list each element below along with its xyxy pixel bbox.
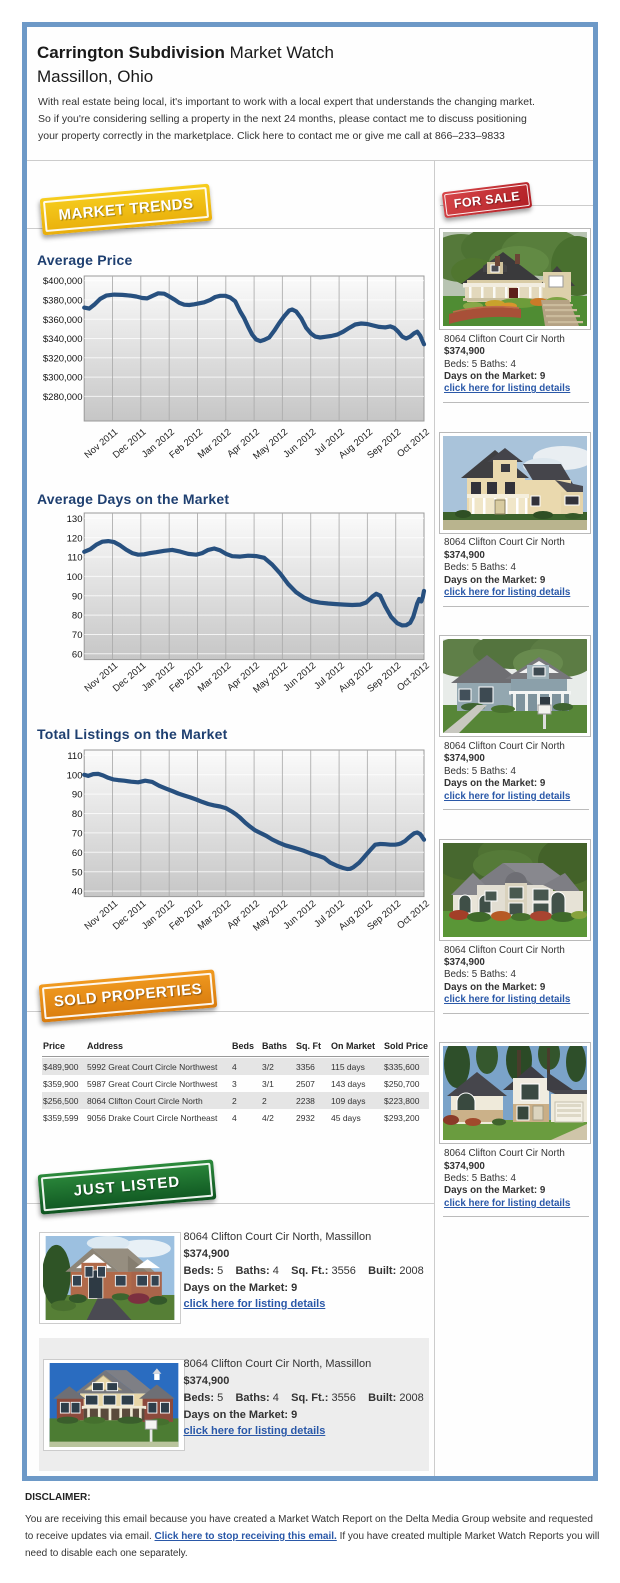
- svg-text:130: 130: [67, 514, 83, 525]
- svg-text:$340,000: $340,000: [43, 334, 83, 345]
- svg-text:90: 90: [72, 790, 83, 801]
- svg-text:60: 60: [72, 848, 83, 859]
- svg-text:$380,000: $380,000: [43, 296, 83, 307]
- svg-text:100: 100: [67, 770, 83, 781]
- svg-text:Oct 2012: Oct 2012: [395, 660, 432, 693]
- svg-text:$280,000: $280,000: [43, 392, 83, 403]
- svg-text:120: 120: [67, 533, 83, 544]
- svg-text:$360,000: $360,000: [43, 315, 83, 326]
- svg-text:110: 110: [67, 751, 82, 762]
- svg-text:$320,000: $320,000: [43, 353, 83, 364]
- svg-text:60: 60: [72, 649, 83, 660]
- svg-text:50: 50: [72, 867, 83, 878]
- svg-text:100: 100: [67, 572, 83, 583]
- svg-text:110: 110: [67, 553, 82, 564]
- svg-text:80: 80: [72, 809, 83, 820]
- svg-text:Oct 2012: Oct 2012: [395, 427, 432, 460]
- svg-text:80: 80: [72, 611, 83, 622]
- svg-text:70: 70: [72, 829, 83, 840]
- svg-text:$300,000: $300,000: [43, 373, 83, 384]
- svg-text:Oct 2012: Oct 2012: [395, 898, 432, 931]
- svg-text:90: 90: [72, 591, 83, 602]
- svg-text:$400,000: $400,000: [43, 276, 83, 287]
- svg-text:40: 40: [72, 887, 83, 898]
- svg-text:70: 70: [72, 630, 83, 641]
